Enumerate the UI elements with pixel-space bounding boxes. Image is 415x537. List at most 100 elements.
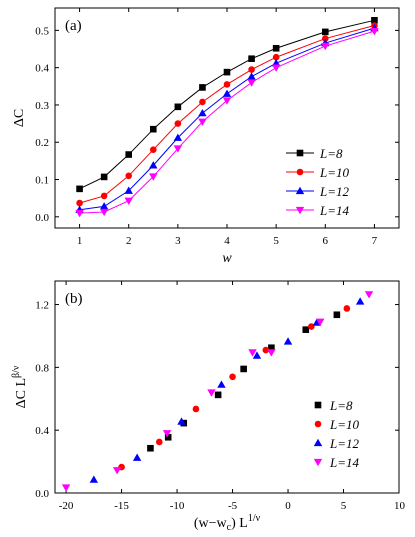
series-l-12 xyxy=(89,297,365,483)
data-point xyxy=(89,475,99,483)
y-tick-label: 0.0 xyxy=(35,212,49,224)
legend-label: L=12 xyxy=(329,436,360,451)
series-l-10 xyxy=(76,22,378,207)
data-point xyxy=(283,337,293,345)
data-point xyxy=(271,64,281,72)
y-tick-label: 0.4 xyxy=(35,425,49,437)
legend-label: L=8 xyxy=(319,146,343,161)
data-point xyxy=(316,318,325,327)
series-l-8 xyxy=(76,17,378,193)
data-point xyxy=(370,27,379,36)
legend-marker xyxy=(295,206,305,215)
data-point xyxy=(214,391,222,399)
legend: L=8 L=10 L=12 L=14 xyxy=(313,398,360,470)
x-tick-label: -20 xyxy=(59,500,74,512)
x-tick-label: -10 xyxy=(170,500,185,512)
data-point xyxy=(147,444,154,452)
data-point xyxy=(262,346,270,354)
legend-marker xyxy=(296,168,304,176)
legend-marker xyxy=(295,186,305,195)
data-point xyxy=(198,108,207,117)
x-axis-title: (w−wc) L1/ν xyxy=(194,513,261,533)
x-tick-label: -15 xyxy=(114,500,129,512)
data-point xyxy=(217,380,226,388)
data-point xyxy=(248,66,255,73)
data-point xyxy=(312,318,322,326)
data-point xyxy=(333,311,341,319)
data-point xyxy=(248,349,257,357)
data-point xyxy=(149,146,157,153)
data-point xyxy=(124,186,133,194)
data-point xyxy=(229,373,236,381)
data-point xyxy=(100,192,108,200)
y-axis-title-main: ΔC L xyxy=(14,378,29,408)
x-tick-label: 7 xyxy=(372,235,378,247)
data-point xyxy=(99,208,109,217)
x-axis-title-mid: ) L xyxy=(231,516,248,531)
x-axis-title-main: (w−w xyxy=(194,516,228,531)
data-point xyxy=(321,35,329,42)
x-tick-label: 0 xyxy=(285,500,291,512)
data-point xyxy=(247,79,256,87)
legend-marker xyxy=(314,420,322,428)
legend-label: L=10 xyxy=(329,417,360,432)
data-point xyxy=(223,81,231,88)
data-point xyxy=(272,53,280,61)
data-point xyxy=(199,98,206,106)
y-axis-title: ΔC Lβ/ν xyxy=(11,365,29,408)
series-l-8 xyxy=(147,311,341,452)
data-point xyxy=(308,323,315,330)
series-l-14 xyxy=(61,291,374,492)
data-point xyxy=(61,484,71,492)
y-tick-label: 0.8 xyxy=(35,362,49,374)
x-axis-title: w xyxy=(222,251,232,266)
x-axis-title-exponent: 1/ν xyxy=(248,513,261,524)
data-point xyxy=(268,344,275,352)
x-tick-label: 3 xyxy=(175,235,181,247)
data-point xyxy=(302,326,310,333)
y-tick-label: 0.1 xyxy=(35,175,49,187)
x-tick-label: 5 xyxy=(273,235,279,247)
panel-label: (a) xyxy=(65,18,82,34)
data-point xyxy=(222,97,232,105)
data-point xyxy=(247,72,256,80)
data-point xyxy=(99,202,109,210)
panel-a-chart: 1 2 3 4 5 6 70.00.10.20.30.40.5 (a)L=8L=10L=12L… xyxy=(12,7,400,266)
y-axis-title-exponent: β/ν xyxy=(11,365,22,378)
data-point xyxy=(321,28,329,36)
data-point xyxy=(207,389,216,397)
x-tick-label: 1 xyxy=(77,235,83,247)
x-tick-label: -5 xyxy=(228,500,238,512)
data-point xyxy=(199,84,206,91)
x-tick-label: 2 xyxy=(126,235,132,247)
data-point xyxy=(343,305,351,312)
data-point xyxy=(240,365,247,373)
y-tick-label: 0.0 xyxy=(35,488,49,500)
data-point xyxy=(222,89,232,97)
y-tick-label: 0.2 xyxy=(35,137,49,149)
data-point xyxy=(149,173,158,181)
legend-marker xyxy=(313,438,323,447)
data-point xyxy=(75,209,84,218)
legend-marker xyxy=(314,401,322,409)
data-point xyxy=(177,417,186,425)
data-point xyxy=(252,351,262,359)
data-point xyxy=(100,173,108,181)
series-l-14 xyxy=(75,27,379,218)
panel-label: (b) xyxy=(65,291,83,307)
x-tick-label: 5 xyxy=(341,500,347,512)
data-point xyxy=(125,151,133,158)
data-point xyxy=(371,17,378,24)
legend-marker xyxy=(296,149,304,157)
data-point xyxy=(125,172,133,180)
panel-b-chart: -20 -15 -10 -5 0 5 10 0.0 0.4 0.8 1.2 (b) L=8 L=10 L=1… xyxy=(11,280,406,533)
data-point xyxy=(149,125,157,133)
legend-label: L=14 xyxy=(319,203,350,218)
data-point xyxy=(321,42,330,51)
data-point xyxy=(271,58,281,67)
data-point xyxy=(267,349,276,357)
x-tick-label: 6 xyxy=(323,235,329,247)
y-tick-label: 0.5 xyxy=(35,25,49,37)
data-point xyxy=(132,453,142,461)
